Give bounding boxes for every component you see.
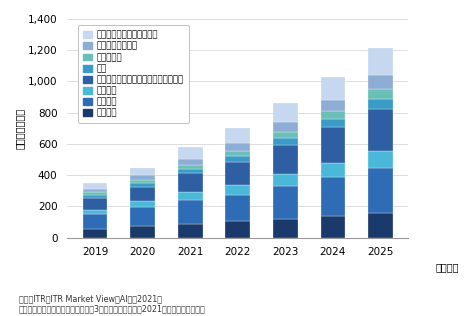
Bar xyxy=(273,145,298,174)
Bar xyxy=(225,143,250,151)
Bar xyxy=(178,173,202,192)
Bar xyxy=(225,195,250,221)
Bar xyxy=(178,169,202,173)
Bar xyxy=(225,221,250,238)
Bar xyxy=(178,223,202,238)
Bar xyxy=(368,75,393,89)
Bar xyxy=(273,122,298,131)
Bar xyxy=(82,214,108,229)
Bar xyxy=(368,213,393,238)
Bar xyxy=(82,195,108,198)
Bar xyxy=(82,198,108,210)
Bar xyxy=(130,201,155,207)
Bar xyxy=(82,229,108,238)
Bar xyxy=(225,162,250,185)
Bar xyxy=(130,179,155,183)
Text: ＊ベンダーの売上金額を対象とし、3月期ベースで换算。2021年度以陨は予測値。: ＊ベンダーの売上金額を対象とし、3月期ベースで换算。2021年度以陨は予測値。 xyxy=(19,304,206,313)
Bar xyxy=(82,189,108,192)
Bar xyxy=(225,185,250,195)
Bar xyxy=(368,99,393,109)
Text: 出典：ITR『ITR Market View：AI市場2021』: 出典：ITR『ITR Market View：AI市場2021』 xyxy=(19,295,162,304)
Bar xyxy=(130,207,155,226)
Bar xyxy=(320,119,345,127)
Bar xyxy=(225,156,250,162)
Bar xyxy=(273,219,298,238)
Bar xyxy=(368,48,393,75)
Bar xyxy=(368,151,393,168)
Bar xyxy=(320,111,345,119)
Bar xyxy=(178,200,202,223)
Bar xyxy=(130,168,155,175)
Bar xyxy=(130,183,155,186)
Bar xyxy=(82,210,108,214)
Bar xyxy=(225,151,250,156)
Bar xyxy=(368,109,393,151)
Bar xyxy=(320,163,345,177)
Bar xyxy=(225,128,250,143)
Bar xyxy=(178,192,202,200)
Bar xyxy=(273,186,298,219)
Bar xyxy=(320,100,345,111)
Bar xyxy=(178,148,202,159)
Bar xyxy=(368,89,393,99)
Bar xyxy=(320,127,345,163)
Bar xyxy=(368,168,393,213)
Bar xyxy=(82,183,108,189)
Bar xyxy=(82,192,108,195)
Legend: 機械学習プラットフォーム, 時系列データ分析, 検索・探索, 翻訳, テキスト・マイニング／ナレッジ活用, 音声合成, 音声認識, 画像認識: 機械学習プラットフォーム, 時系列データ分析, 検索・探索, 翻訳, テキスト・… xyxy=(78,26,189,123)
Bar xyxy=(273,138,298,145)
Bar xyxy=(130,186,155,201)
Bar xyxy=(130,175,155,179)
Y-axis label: （単位：億円）: （単位：億円） xyxy=(15,108,25,149)
Bar xyxy=(178,165,202,169)
Bar xyxy=(320,77,345,100)
Bar xyxy=(130,226,155,238)
Bar xyxy=(273,103,298,122)
Bar xyxy=(320,177,345,216)
Bar xyxy=(273,131,298,138)
Bar xyxy=(178,159,202,165)
Text: （年度）: （年度） xyxy=(436,263,459,273)
Bar xyxy=(273,174,298,186)
Bar xyxy=(320,216,345,238)
